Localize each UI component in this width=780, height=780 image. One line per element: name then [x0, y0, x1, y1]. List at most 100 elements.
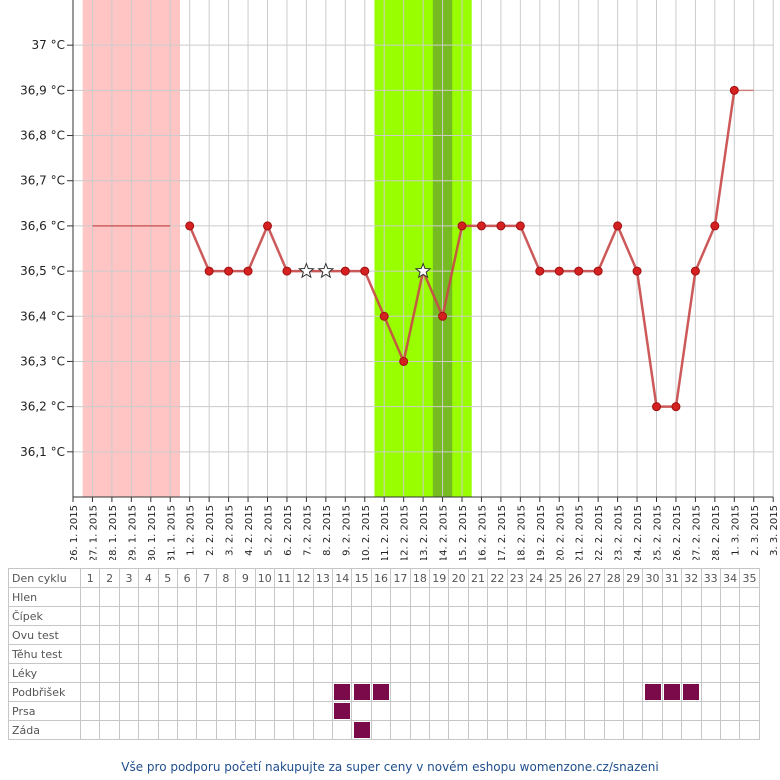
day-number: 32	[681, 568, 702, 588]
table-cell	[312, 701, 334, 721]
table-cell	[235, 625, 256, 645]
table-cell	[409, 682, 431, 702]
table-cell	[254, 663, 275, 683]
data-point	[185, 221, 195, 231]
table-cell	[215, 625, 237, 645]
table-cell	[622, 644, 644, 664]
table-cell	[118, 606, 140, 626]
table-cell	[196, 682, 217, 702]
data-point	[690, 266, 700, 276]
table-cell	[176, 720, 198, 740]
table-cell	[642, 606, 663, 626]
x-tick-label: 22. 2. 2015	[594, 505, 605, 560]
table-cell	[719, 701, 741, 721]
day-number: 30	[642, 568, 663, 588]
temperature-markers	[185, 85, 739, 412]
data-point	[554, 266, 564, 276]
table-cell	[118, 625, 140, 645]
table-cell	[584, 701, 605, 721]
x-tick-label: 15. 2. 2015	[458, 505, 469, 560]
table-cell	[99, 644, 120, 664]
table-cell	[719, 625, 741, 645]
table-cell	[273, 625, 295, 645]
temperature-chart: 36,1 °C 36,2 °C 36,3 °C 36,4 °C 36,5 °C 36,6 …	[20, 0, 780, 560]
footer-link[interactable]: Vše pro podporu početí nakupujte za supe…	[121, 760, 659, 774]
table-cell	[661, 682, 683, 702]
data-point	[671, 402, 681, 412]
data-point	[476, 221, 486, 231]
table-cell	[545, 606, 566, 626]
table-cell	[118, 587, 140, 607]
day-number: 12	[293, 568, 314, 588]
table-cell	[390, 701, 411, 721]
table-cell	[370, 625, 392, 645]
table-cell	[138, 644, 159, 664]
table-row: Těhu test	[8, 644, 760, 664]
table-cell	[525, 625, 547, 645]
x-tick-label: 13. 2. 2015	[419, 505, 430, 560]
table-cell	[603, 606, 624, 626]
table-cell	[215, 587, 237, 607]
x-tick-label: 30. 1. 2015	[147, 505, 158, 560]
table-cell	[545, 625, 566, 645]
table-cell	[487, 682, 508, 702]
table-cell	[138, 682, 159, 702]
x-tick-label: 31. 1. 2015	[166, 505, 177, 560]
table-cell	[157, 625, 178, 645]
data-point	[632, 266, 642, 276]
symptom-mark	[353, 684, 370, 700]
table-cell	[235, 587, 256, 607]
table-cell	[118, 682, 140, 702]
table-cell	[138, 701, 159, 721]
row-label: Léky	[8, 663, 81, 683]
table-cell	[312, 720, 334, 740]
day-number: 22	[487, 568, 508, 588]
day-number: 34	[719, 568, 741, 588]
day-number: 31	[661, 568, 683, 588]
table-cell	[370, 682, 392, 702]
symptom-mark	[334, 703, 351, 719]
table-cell	[506, 587, 527, 607]
data-point	[652, 402, 661, 412]
x-tick-label: 16. 2. 2015	[477, 505, 488, 560]
x-tick-label: 18. 2. 2015	[516, 505, 527, 560]
x-tick-label: 7. 2. 2015	[302, 505, 313, 556]
table-cell	[584, 644, 605, 664]
table-cell	[99, 625, 120, 645]
table-cell	[564, 701, 586, 721]
x-tick-label: 24. 2. 2015	[633, 505, 644, 560]
data-point	[496, 221, 506, 231]
day-number: 17	[390, 568, 411, 588]
table-cell	[487, 644, 508, 664]
table-cell	[409, 720, 431, 740]
table-cell	[506, 682, 527, 702]
table-cell	[332, 606, 353, 626]
table-row: Hlen	[8, 587, 760, 607]
star-marker	[414, 262, 432, 279]
x-axis: 26. 1. 2015 27. 1. 2015 28. 1. 2015 29. 1. …	[69, 496, 780, 560]
table-cell	[138, 720, 159, 740]
table-cell	[584, 663, 605, 683]
table-cell	[739, 606, 760, 626]
table-cell	[312, 587, 334, 607]
table-cell	[196, 625, 217, 645]
table-cell	[254, 625, 275, 645]
x-tick-label: 25. 2. 2015	[653, 505, 664, 560]
table-cell	[603, 701, 624, 721]
data-point	[263, 221, 272, 231]
table-cell	[661, 720, 683, 740]
table-cell	[564, 587, 586, 607]
table-cell	[506, 625, 527, 645]
table-cell	[312, 682, 334, 702]
table-cell	[545, 682, 566, 702]
table-cell	[739, 587, 760, 607]
day-number: 28	[603, 568, 624, 588]
table-cell	[273, 720, 295, 740]
table-cell	[370, 701, 392, 721]
table-cell	[525, 644, 547, 664]
table-cell	[487, 720, 508, 740]
table-cell	[176, 644, 198, 664]
data-point	[574, 266, 584, 276]
x-tick-label: 26. 2. 2015	[672, 505, 683, 560]
table-cell	[700, 663, 721, 683]
